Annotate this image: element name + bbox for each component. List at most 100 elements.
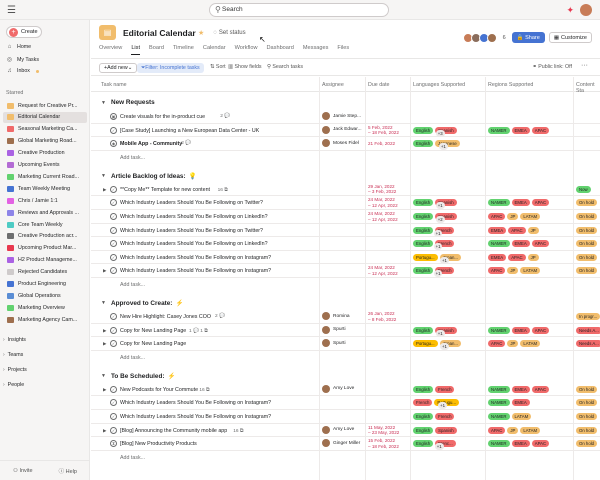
task-name[interactable]: New Podcasts for Your Commute bbox=[120, 386, 199, 393]
section-header[interactable]: ▼ Approved to Create: ⚡ bbox=[91, 295, 600, 310]
tab-files[interactable]: Files bbox=[337, 45, 350, 51]
diamond-icon[interactable]: ◆ bbox=[110, 140, 117, 148]
table-row[interactable]: ▶ ✓ [Blog] Announcing the Community mobile… bbox=[91, 424, 600, 438]
due-date[interactable]: 24 Mar, 2022– 12 Apr, 2022 bbox=[368, 197, 398, 208]
section-header[interactable]: ▼ To Be Scheduled: ⚡ bbox=[91, 368, 600, 383]
add-task-button[interactable]: Add task... bbox=[120, 282, 146, 288]
check-circle-icon[interactable]: ✓ bbox=[110, 253, 117, 261]
sidebar-item-starred[interactable]: Global Operations bbox=[6, 290, 90, 301]
regions-cell[interactable]: NAMER LATAM bbox=[488, 413, 532, 420]
col-status[interactable]: Content Sta bbox=[576, 82, 595, 94]
sidebar-item-starred[interactable]: Core Team Weekly bbox=[6, 219, 90, 230]
sidebar-item-starred[interactable]: Seasonal Marketing Ca... bbox=[6, 124, 90, 135]
check-circle-icon[interactable]: ✓ bbox=[110, 385, 117, 393]
tab-calendar[interactable]: Calendar bbox=[202, 45, 226, 51]
invite-button[interactable]: ⚇ Invite bbox=[13, 467, 33, 474]
sidebar-section-teams[interactable]: › Teams bbox=[3, 352, 23, 358]
status-cell[interactable]: On hold bbox=[576, 385, 598, 393]
show-fields-button[interactable]: ▥ Show fields bbox=[228, 64, 262, 70]
check-circle-icon[interactable]: ✓ bbox=[110, 213, 117, 220]
sidebar-item-starred[interactable]: Chris / Jamie 1:1 bbox=[6, 195, 90, 206]
check-circle-icon[interactable]: ✓ bbox=[110, 413, 117, 420]
customize-button[interactable]: ▦ Customize bbox=[548, 32, 592, 43]
languages-cell[interactable]: English French +1 bbox=[413, 226, 455, 237]
check-circle-icon[interactable]: ✓ bbox=[110, 326, 117, 334]
regions-cell[interactable]: EMEA APAC JP bbox=[488, 226, 539, 234]
sidebar-item-starred[interactable]: Reviews and Approvals ... bbox=[6, 207, 90, 218]
cal-icon[interactable]: ▣ bbox=[110, 113, 117, 120]
check-circle-icon[interactable]: ✓ bbox=[110, 240, 117, 248]
sidebar-item-starred[interactable]: Creative Production acr... bbox=[6, 231, 90, 242]
check-circle-icon[interactable]: ✓ bbox=[110, 199, 117, 207]
regions-cell[interactable]: APAC JP LATAM bbox=[488, 213, 541, 220]
table-row[interactable]: ✓ Which Industry Leaders Should You Be Fo… bbox=[91, 224, 600, 238]
regions-cell[interactable]: NAMER EMEA APAC bbox=[488, 385, 550, 393]
status-cell[interactable]: On hold bbox=[576, 267, 598, 275]
languages-cell[interactable]: English French bbox=[413, 385, 455, 393]
member-avatars[interactable] bbox=[462, 32, 497, 43]
task-name[interactable]: Which Industry Leaders Should You Be Fol… bbox=[120, 227, 264, 234]
sidebar-item-starred[interactable]: Upcoming Events bbox=[6, 160, 90, 171]
table-row[interactable]: ▶ ✓ New Podcasts for Your Commute 16 ⧉ Amy L… bbox=[91, 383, 600, 397]
sidebar-item-starred[interactable]: Marketing Agency Cam... bbox=[6, 314, 90, 325]
tab-list[interactable]: List bbox=[131, 45, 141, 55]
table-row[interactable]: ▶ ✓ Copy for New Landing Page 1 💬 1 ⧉ Spurti… bbox=[91, 324, 600, 338]
task-name[interactable]: Copy for New Landing Page bbox=[120, 327, 187, 334]
sidebar-item-starred[interactable]: Product Engineering bbox=[6, 279, 90, 290]
star-icon[interactable]: ★ bbox=[198, 30, 205, 37]
chevron-down-icon[interactable]: ⌄ bbox=[188, 30, 194, 37]
due-date[interactable]: 26 Jan, 2022– 8 Feb, 2022 bbox=[368, 311, 396, 322]
regions-cell[interactable]: NAMER EMEA APAC bbox=[488, 240, 550, 248]
table-row[interactable]: ✓ Which Industry Leaders Should You Be Fo… bbox=[91, 396, 600, 410]
expand-subtasks-icon[interactable]: ▶ bbox=[103, 427, 107, 433]
caret-down-icon[interactable]: ▼ bbox=[101, 100, 106, 106]
regions-cell[interactable]: EMEA APAC JP bbox=[488, 253, 539, 261]
status-cell[interactable]: On hold bbox=[576, 213, 598, 220]
task-name[interactable]: Which Industry Leaders Should You Be Fol… bbox=[120, 241, 268, 248]
section-header[interactable]: ▼ New Requests bbox=[91, 95, 600, 110]
check-circle-icon[interactable]: ✓ bbox=[110, 126, 117, 134]
hourglass-icon[interactable]: ⧗ bbox=[110, 440, 117, 448]
assignee[interactable]: Moses Fidel bbox=[322, 139, 359, 148]
languages-cell[interactable]: English Spanish +2 bbox=[413, 213, 457, 223]
regions-cell[interactable]: NAMER EMEA APAC bbox=[488, 440, 550, 448]
user-avatar[interactable] bbox=[580, 4, 592, 16]
languages-cell[interactable]: English Frenc... +1 bbox=[413, 440, 456, 451]
share-button[interactable]: 🔒 Share bbox=[511, 32, 545, 43]
languages-cell[interactable]: EnglishJapanese+1 bbox=[413, 140, 460, 151]
check-circle-icon[interactable]: ✓ bbox=[110, 226, 117, 234]
search-tasks-button[interactable]: ⚲ Search tasks bbox=[267, 64, 303, 70]
due-date[interactable]: 11 May, 2022– 23 May, 2022 bbox=[368, 425, 399, 436]
task-name[interactable]: [Blog] Announcing the Community mobile a… bbox=[120, 427, 228, 434]
sidebar-item-starred[interactable]: Creative Production bbox=[6, 148, 90, 159]
status-cell[interactable]: On hold bbox=[576, 226, 598, 234]
search-input[interactable]: ⚲ Search bbox=[209, 3, 389, 17]
hamburger-menu-icon[interactable]: ☰ bbox=[7, 5, 16, 16]
status-cell[interactable]: On hold bbox=[576, 413, 598, 420]
languages-cell[interactable]: English French bbox=[413, 413, 455, 420]
task-name[interactable]: [Blog] New Productivity Products bbox=[120, 441, 197, 448]
more-options-icon[interactable]: ··· bbox=[581, 62, 588, 69]
status-cell[interactable]: On hold bbox=[576, 426, 598, 434]
check-circle-icon[interactable]: ✓ bbox=[110, 399, 117, 407]
section-header[interactable]: ▼ Article Backlog of Ideas: 💡 bbox=[91, 168, 600, 183]
table-row[interactable]: ▶ ✓ Which Industry Leaders Should You Be F… bbox=[91, 264, 600, 278]
check-circle-icon[interactable]: ✓ bbox=[110, 267, 117, 275]
languages-cell[interactable]: Portugu... Japan... +1 bbox=[413, 253, 461, 264]
sidebar-section-projects[interactable]: › Projects bbox=[3, 367, 27, 373]
caret-down-icon[interactable]: ▼ bbox=[101, 372, 106, 379]
languages-cell[interactable]: Portugu... Japan... +1 bbox=[413, 340, 461, 351]
check-circle-icon[interactable]: ✓ bbox=[110, 313, 117, 320]
caret-down-icon[interactable]: ▼ bbox=[101, 300, 106, 306]
sidebar-item-starred[interactable]: Global Marketing Road... bbox=[6, 136, 90, 147]
assignee[interactable]: Romina bbox=[322, 312, 350, 320]
languages-cell[interactable]: English Spanish +1 bbox=[413, 326, 457, 337]
task-name[interactable]: New Hire Highlight: Casey Jones COO bbox=[120, 314, 211, 320]
sidebar-item-starred[interactable]: Marketing Current Road... bbox=[6, 171, 90, 182]
check-circle-icon[interactable]: ✓ bbox=[110, 340, 117, 348]
due-date[interactable]: 5 Feb, 2022– 18 Feb, 2022 bbox=[368, 125, 399, 136]
col-regions[interactable]: Regions Supported bbox=[488, 82, 534, 88]
languages-cell[interactable]: French Portugu... +1 bbox=[413, 399, 460, 410]
table-row[interactable]: ▶ ✓ **Copy Me** Template for new content 16… bbox=[91, 183, 600, 197]
task-name[interactable]: [Case Study] Launching a New European Da… bbox=[120, 127, 260, 134]
